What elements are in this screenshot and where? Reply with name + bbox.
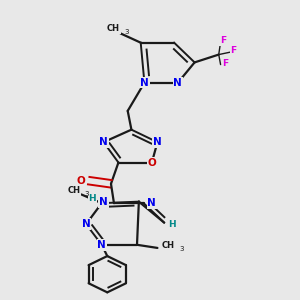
- Text: H: H: [169, 220, 176, 229]
- Text: CH: CH: [162, 241, 175, 250]
- Text: N: N: [153, 137, 162, 147]
- Text: N: N: [173, 78, 182, 88]
- Text: N: N: [97, 240, 106, 250]
- Text: N: N: [82, 219, 91, 229]
- Text: 3: 3: [124, 29, 128, 35]
- Text: 3: 3: [84, 191, 89, 197]
- Text: CH: CH: [67, 186, 80, 195]
- Text: CH: CH: [107, 24, 120, 33]
- Text: F: F: [230, 46, 237, 55]
- Text: N: N: [99, 197, 108, 207]
- Text: N: N: [148, 198, 156, 208]
- Text: F: F: [222, 59, 229, 68]
- Text: O: O: [148, 158, 156, 167]
- Text: H: H: [88, 194, 96, 203]
- Text: N: N: [140, 78, 149, 88]
- Text: O: O: [76, 176, 85, 186]
- Text: 3: 3: [179, 246, 184, 252]
- Text: F: F: [220, 36, 226, 45]
- Text: N: N: [99, 137, 108, 147]
